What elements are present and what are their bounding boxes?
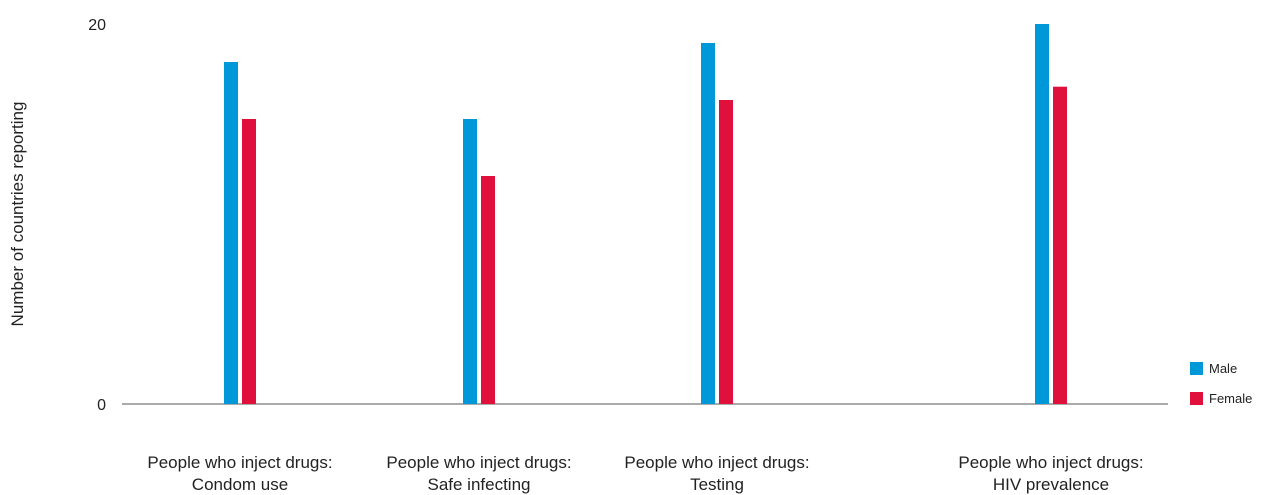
category-label: People who inject drugs: — [624, 453, 809, 472]
category-label: Condom use — [192, 475, 288, 494]
bar-female-2 — [481, 176, 495, 404]
legend-swatch-male — [1190, 362, 1203, 375]
bar-female-4 — [1053, 86, 1067, 404]
category-label: Testing — [690, 475, 744, 494]
category-label: HIV prevalence — [993, 475, 1109, 494]
category-label: People who inject drugs: — [386, 453, 571, 472]
bar-male-2 — [463, 119, 477, 404]
bar-male-1 — [224, 62, 238, 404]
legend-label-female: Female — [1209, 391, 1252, 406]
y-axis-label: Number of countries reporting — [8, 102, 27, 327]
y-tick-label: 0 — [97, 397, 106, 414]
y-tick-label: 20 — [88, 17, 106, 34]
bar-female-3 — [719, 100, 733, 404]
category-label: People who inject drugs: — [958, 453, 1143, 472]
bar-male-4 — [1035, 24, 1049, 404]
legend-label-male: Male — [1209, 361, 1237, 376]
category-label: Safe infecting — [427, 475, 530, 494]
bar-female-1 — [242, 119, 256, 404]
category-label: People who inject drugs: — [147, 453, 332, 472]
bar-male-3 — [701, 43, 715, 404]
legend-swatch-female — [1190, 392, 1203, 405]
